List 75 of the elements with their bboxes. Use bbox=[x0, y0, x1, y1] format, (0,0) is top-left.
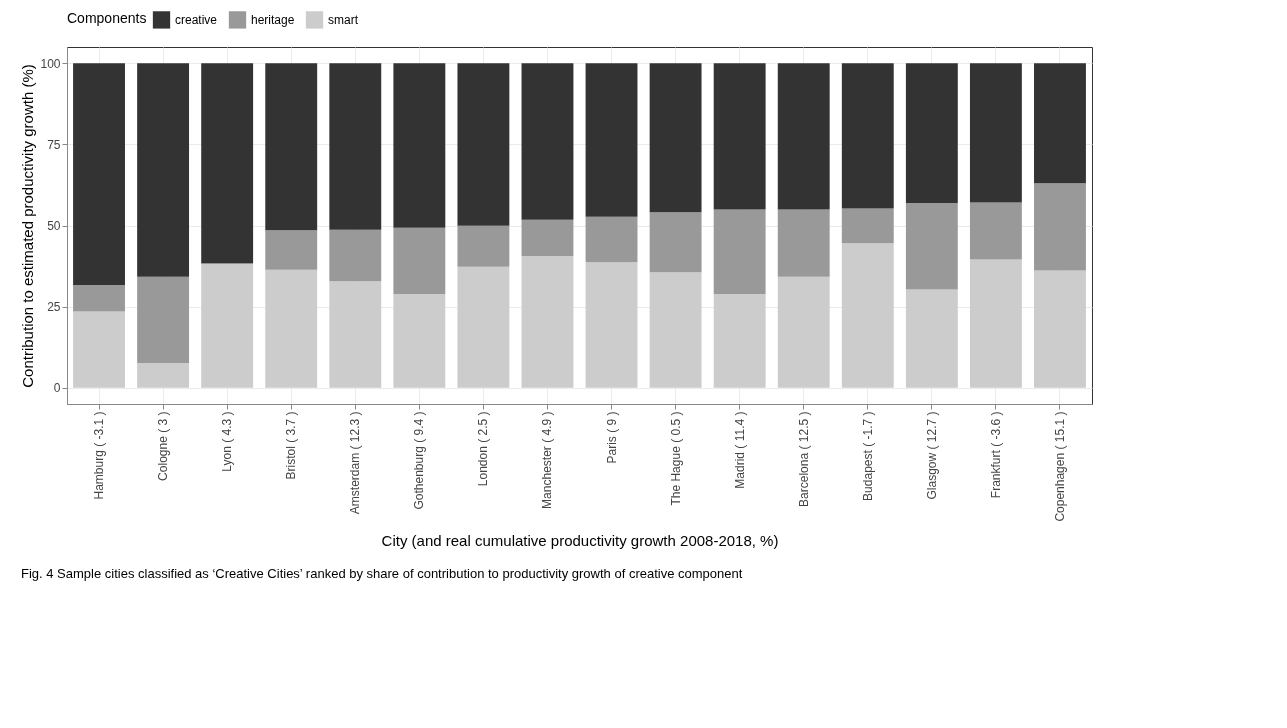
bar bbox=[969, 259, 1022, 388]
x-tick-label: Hamburg ( -3.1 ) bbox=[92, 411, 107, 500]
y-tick-label: 100 bbox=[40, 56, 61, 71]
bar bbox=[137, 63, 190, 277]
y-tick-label: 50 bbox=[47, 219, 61, 233]
bar bbox=[905, 63, 958, 204]
bar bbox=[905, 289, 958, 388]
x-tick-label: Barcelona ( 12.5 ) bbox=[796, 411, 811, 507]
bar bbox=[329, 63, 382, 230]
x-tick-label: Glasgow ( 12.7 ) bbox=[924, 411, 939, 500]
x-tick-label: Bristol ( 3.7 ) bbox=[284, 411, 299, 480]
x-tick-label: Paris ( 9 ) bbox=[604, 411, 619, 464]
y-tick-label: 25 bbox=[47, 300, 61, 315]
bar bbox=[841, 208, 894, 244]
bar bbox=[393, 227, 446, 294]
bar bbox=[137, 276, 190, 364]
bar bbox=[777, 209, 830, 277]
x-tick-label: Budapest ( -1.7 ) bbox=[860, 411, 875, 501]
x-axis-title: City (and real cumulative productivity growth 2008-2018, %) bbox=[381, 531, 779, 549]
x-tick-label: Cologne ( 3 ) bbox=[156, 411, 171, 481]
y-axis-title: Contribution to estimated productivity growth (%) bbox=[19, 64, 37, 388]
bar bbox=[73, 311, 125, 388]
x-tick-label: Gothenburg ( 9.4 ) bbox=[412, 411, 427, 510]
x-tick-label: Copenhagen ( 15.1 ) bbox=[1052, 411, 1067, 522]
bar bbox=[969, 63, 1022, 203]
bar bbox=[777, 63, 830, 210]
x-tick-label: The Hague ( 0.5 ) bbox=[668, 411, 683, 506]
bar bbox=[649, 63, 702, 213]
bar bbox=[585, 262, 638, 388]
bar bbox=[1034, 183, 1086, 271]
y-tick-label: 0 bbox=[53, 381, 61, 396]
bar bbox=[521, 219, 574, 257]
bar bbox=[393, 63, 446, 228]
bar bbox=[265, 63, 318, 231]
bar bbox=[649, 272, 702, 388]
bar bbox=[201, 63, 254, 264]
bar bbox=[713, 209, 766, 294]
x-tick-label: Lyon ( 4.3 ) bbox=[220, 411, 235, 472]
legend-label: smart bbox=[328, 12, 359, 27]
bar bbox=[73, 284, 125, 312]
bar bbox=[265, 230, 318, 270]
bar bbox=[137, 363, 190, 388]
bar bbox=[73, 63, 125, 285]
bar bbox=[905, 203, 958, 290]
bar bbox=[969, 202, 1022, 260]
bar bbox=[329, 229, 382, 282]
bar bbox=[841, 243, 894, 388]
x-tick-label: Amsterdam ( 12.3 ) bbox=[348, 411, 363, 515]
bar bbox=[649, 212, 702, 273]
bar bbox=[585, 63, 638, 217]
bar bbox=[329, 281, 382, 388]
legend-label: creative bbox=[175, 12, 218, 27]
legend-label: heritage bbox=[251, 12, 295, 27]
caption: Fig. 4 Sample cities classified as ‘Creative Cities’ ranked by share of contribution to productivity growth of creative component bbox=[20, 566, 743, 582]
bar bbox=[521, 256, 574, 388]
bar bbox=[521, 63, 574, 220]
legend-title: Components bbox=[67, 10, 147, 26]
y-tick-label: 75 bbox=[47, 137, 61, 152]
bar bbox=[393, 293, 446, 388]
bar bbox=[457, 266, 510, 388]
bar bbox=[777, 276, 830, 388]
bar bbox=[457, 63, 510, 226]
x-tick-label: London ( 2.5 ) bbox=[476, 411, 491, 487]
bar bbox=[1034, 270, 1086, 388]
x-tick-label: Madrid ( 11.4 ) bbox=[732, 411, 747, 489]
x-tick-label: Manchester ( 4.9 ) bbox=[540, 411, 555, 509]
bar bbox=[585, 216, 638, 263]
bar bbox=[457, 225, 510, 267]
bar bbox=[1034, 63, 1086, 184]
bar bbox=[841, 63, 894, 209]
bar bbox=[201, 264, 254, 388]
x-tick-label: Frankfurt ( -3.6 ) bbox=[988, 411, 1003, 499]
bar bbox=[265, 269, 318, 388]
bar bbox=[713, 63, 766, 210]
bar bbox=[713, 293, 766, 388]
